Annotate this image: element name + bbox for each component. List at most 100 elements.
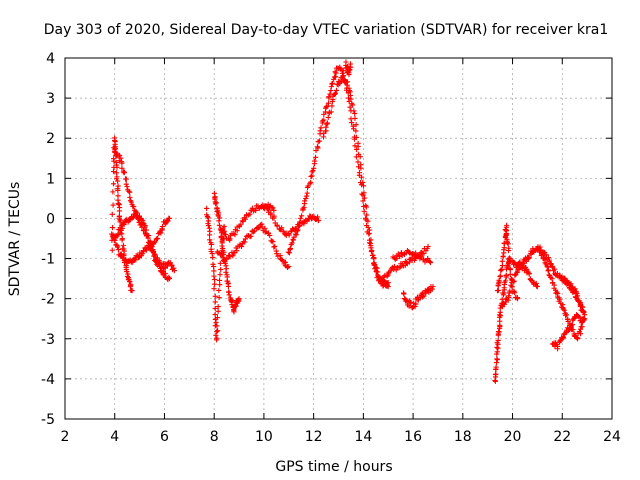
data-point [371,254,377,261]
data-point [557,297,563,303]
data-point [315,145,321,151]
data-point [328,109,334,115]
data-point [398,250,405,256]
data-point [413,301,419,307]
data-point [355,159,361,165]
data-point [325,114,331,121]
data-point [142,224,148,230]
y-tick-label: 3 [46,91,55,107]
data-point [350,102,356,108]
data-point [561,307,567,313]
data-point [215,303,221,310]
data-point [212,201,219,207]
data-point [119,165,125,171]
data-point [212,293,218,299]
data-point [247,211,253,217]
data-point [112,148,118,155]
data-point [272,243,278,250]
data-point [494,357,500,363]
data-point [334,87,340,93]
data-point [499,258,505,264]
data-point [211,286,217,292]
data-point [492,371,499,378]
data-point [545,254,551,261]
chart-title: Day 303 of 2020, Sidereal Day-to-day VTE… [44,22,609,38]
data-point [115,244,121,250]
data-point [353,134,359,141]
x-tick-label: 6 [160,429,169,445]
data-point [124,184,130,190]
data-point [321,117,327,123]
x-tick-label: 4 [110,429,119,445]
data-point [545,268,551,274]
data-point [502,278,509,284]
data-point [219,252,225,258]
x-tick-label: 10 [255,429,273,445]
data-point [303,193,310,199]
data-point [351,108,357,114]
data-point [496,328,502,335]
data-point [340,73,346,79]
data-point [533,283,540,289]
data-point [109,211,115,217]
data-point [365,218,371,224]
data-point [206,232,213,238]
data-point [109,247,115,253]
data-point [211,190,218,196]
data-point [129,288,135,294]
data-point [355,143,361,149]
data-point [113,170,120,176]
data-point [158,230,164,236]
data-point [249,205,255,211]
data-point [234,248,240,254]
data-point [534,284,541,290]
data-point [126,188,132,194]
data-point [116,152,123,158]
data-point [236,296,242,302]
y-tick-label: 4 [46,51,55,67]
x-tick-label: 24 [603,429,621,445]
data-point [503,230,510,237]
data-point [429,286,435,292]
data-point [215,308,221,314]
data-point [494,349,500,355]
data-point [333,70,339,76]
data-point [348,96,354,102]
data-point [156,260,162,267]
data-point [520,260,526,266]
data-point [354,146,360,153]
data-point [115,187,121,194]
data-point [119,160,125,166]
data-point [143,247,149,253]
data-point [270,239,276,245]
x-tick-label: 22 [553,429,571,445]
data-point [271,215,277,221]
data-point [210,254,216,261]
data-point [325,100,332,106]
x-tick-label: 8 [210,429,219,445]
data-point [231,309,237,315]
data-point [340,68,346,74]
data-point [500,254,506,260]
data-point [214,314,221,321]
data-point [427,258,433,265]
data-point [286,263,292,270]
data-point [128,199,134,205]
data-point [577,331,584,337]
data-point [123,176,129,182]
data-point [361,190,367,196]
data-point [360,179,366,186]
data-point [360,192,366,198]
data-point [497,273,504,279]
data-point [373,269,380,275]
data-point [363,204,370,210]
data-point [353,128,359,134]
data-point [507,267,513,273]
data-point [121,253,127,259]
data-point [152,239,158,245]
data-point [302,198,308,204]
data-point [220,254,226,260]
data-point [368,237,374,243]
data-point [114,176,120,182]
